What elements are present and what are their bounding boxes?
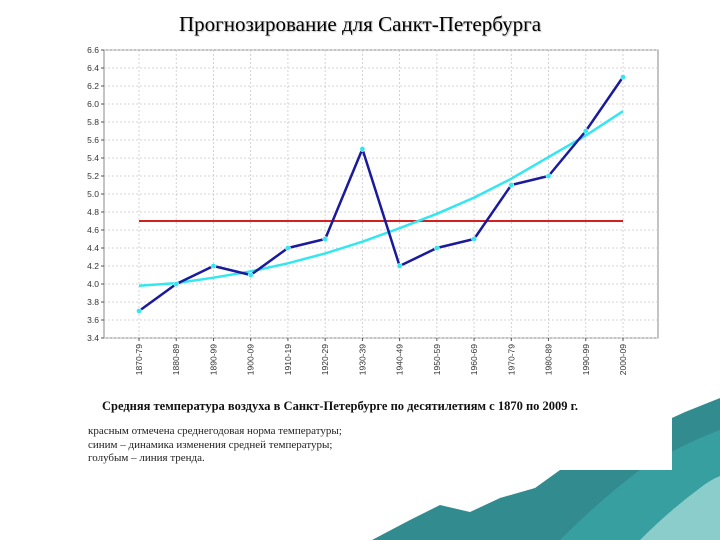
series-line-trend xyxy=(138,110,624,288)
chart-panel: 3.4 3.6 3.8 4.0 4.2 4.4 4.6 4.8 5.0 5.2 5.4 5.6 5.8 6… xyxy=(80,44,672,470)
data-point-actual xyxy=(471,236,477,242)
x-tick-label: 1940-49 xyxy=(395,344,405,375)
y-tick-label: 5.4 xyxy=(87,153,99,163)
data-point-actual xyxy=(173,281,180,287)
y-tick-label: 4.6 xyxy=(87,225,99,235)
x-tick-label: 1990-99 xyxy=(581,344,591,375)
x-tick-label: 1950-59 xyxy=(432,344,442,375)
data-point-actual xyxy=(582,128,589,134)
data-point-actual xyxy=(545,173,552,179)
x-tick-label: 1980-89 xyxy=(544,344,554,375)
x-tick-label: 2000-09 xyxy=(618,344,628,375)
y-tick-label: 4.0 xyxy=(87,279,99,289)
y-tick-label: 3.4 xyxy=(87,333,99,343)
y-tick-label: 6.4 xyxy=(87,63,99,73)
y-tick-label: 6.0 xyxy=(87,99,99,109)
y-tick-label: 5.0 xyxy=(87,189,99,199)
y-tick-label: 5.2 xyxy=(87,171,99,181)
y-tick-label: 4.8 xyxy=(87,207,99,217)
y-tick-label: 4.2 xyxy=(87,261,99,271)
data-point-actual xyxy=(620,74,626,80)
y-tick-label: 3.6 xyxy=(87,315,99,325)
data-point-actual xyxy=(210,263,217,269)
chart-caption: Средняя температура воздуха в Санкт-Пете… xyxy=(102,399,579,413)
x-tick-label: 1970-79 xyxy=(506,344,516,375)
y-tick-label: 6.2 xyxy=(87,81,99,91)
y-tick-label: 6.6 xyxy=(87,45,99,55)
slide-title: Прогнозирование для Санкт-Петербурга xyxy=(178,12,542,36)
data-point-actual xyxy=(433,245,440,251)
x-tick-label: 1910-19 xyxy=(283,344,293,375)
x-tick-label: 1880-89 xyxy=(171,344,181,375)
y-tick-label: 5.6 xyxy=(87,135,99,145)
x-tick-label: 1890-99 xyxy=(208,344,218,375)
note-line-red: красным отмечена среднегодовая норма тем… xyxy=(88,425,342,437)
data-point-actual xyxy=(359,146,366,152)
x-tick-label: 1920-29 xyxy=(320,344,330,375)
note-line-cyan: голубым – линия тренда. xyxy=(88,452,205,464)
x-tick-label: 1900-09 xyxy=(246,344,256,375)
y-tick-label: 3.8 xyxy=(87,297,99,307)
data-point-actual xyxy=(285,245,291,251)
line-chart: 3.4 3.6 3.8 4.0 4.2 4.4 4.6 4.8 5.0 5.2 5.4 5.6 5.8 6… xyxy=(87,45,659,375)
x-tick-label: 1930-39 xyxy=(357,344,367,375)
x-tick-label: 1960-69 xyxy=(469,344,479,375)
data-point-actual xyxy=(247,272,254,278)
x-tick-label: 1870-79 xyxy=(134,344,144,375)
data-point-actual xyxy=(136,308,142,314)
data-point-actual xyxy=(322,236,329,242)
y-tick-label: 4.4 xyxy=(87,243,99,253)
teal-wave-light xyxy=(640,476,720,540)
data-point-actual xyxy=(396,263,403,269)
chart-notes: красным отмечена среднегодовая норма тем… xyxy=(88,425,488,466)
note-line-blue: синим – динамика изменения средней темпе… xyxy=(88,438,333,451)
series-line-actual xyxy=(138,76,625,313)
data-point-actual xyxy=(508,182,515,188)
y-tick-label: 5.8 xyxy=(87,117,99,127)
